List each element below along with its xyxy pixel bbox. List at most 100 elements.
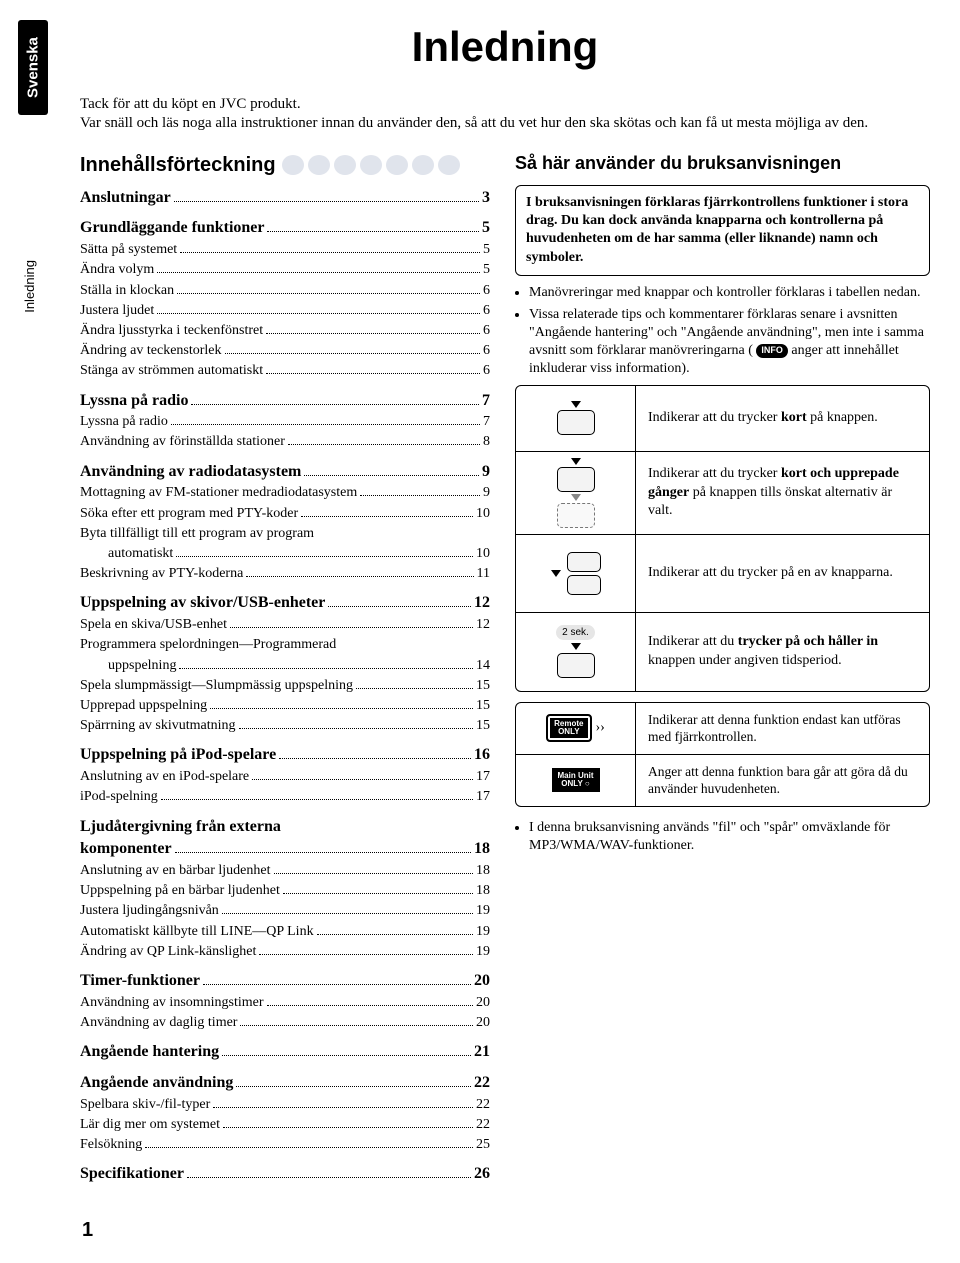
toc-entry: Ändring av QP Link-känslighet19 xyxy=(80,943,490,961)
toc-heading-text: Innehållsförteckning xyxy=(80,152,276,178)
toc-entry-label: Mottagning av FM-stationer medradiodatas… xyxy=(80,484,357,502)
toc-entry-label: Stänga av strömmen automatiskt xyxy=(80,362,263,380)
toc-entry-page: 6 xyxy=(483,302,490,320)
intro-text: Tack för att du köpt en JVC produkt. Var… xyxy=(80,95,930,134)
toc-entry: Användning av förinställda stationer8 xyxy=(80,433,490,451)
toc-entry-page: 11 xyxy=(477,565,490,583)
page-number: 1 xyxy=(82,1217,930,1243)
toc-entry: Timer-funktioner 20 xyxy=(80,971,490,992)
toc-entry: Angående hantering 21 xyxy=(80,1042,490,1063)
toc-entry-label: Lär dig mer om systemet xyxy=(80,1116,220,1134)
toc-leader-dots xyxy=(279,758,471,759)
footer-bullets: I denna bruksanvisning används "fil" och… xyxy=(529,819,930,855)
indicator-table: Indikerar att du trycker kort på knappen… xyxy=(515,385,930,692)
main-unit-only-icon: Main UnitONLY ○ xyxy=(516,755,636,806)
toc-entry: Användning av insomningstimer20 xyxy=(80,994,490,1012)
toc-entry-label: Spärrning av skivutmatning xyxy=(80,717,236,735)
toc-leader-dots xyxy=(288,444,480,445)
toc-entry-page: 5 xyxy=(482,218,490,239)
waves-icon: ›› xyxy=(596,719,605,737)
toc-entry: Lär dig mer om systemet22 xyxy=(80,1116,490,1134)
toc-entry: Angående användning 22 xyxy=(80,1073,490,1094)
toc-entry-label: iPod-spelning xyxy=(80,788,158,806)
toc-entry: Ändring av teckenstorlek6 xyxy=(80,342,490,360)
ind0a: Indikerar att du trycker xyxy=(648,410,781,425)
toc-entry-page: 6 xyxy=(483,322,490,340)
toc-leader-dots xyxy=(230,627,473,628)
toc-leader-dots xyxy=(203,984,471,985)
toc-leader-dots xyxy=(213,1107,473,1108)
toc-entry: Felsökning25 xyxy=(80,1136,490,1154)
usage-bullet-1: Manövreringar med knappar och kontroller… xyxy=(529,284,930,302)
toc-entry: Byta tillfälligt till ett program av pro… xyxy=(80,525,490,543)
toc-entry-label: Användning av daglig timer xyxy=(80,1014,237,1032)
toc-leader-dots xyxy=(301,516,473,517)
toc-list: Anslutningar 3Grundläggande funktioner 5… xyxy=(80,188,490,1186)
toc-leader-dots xyxy=(239,728,473,729)
toc-entry-label: Grundläggande funktioner xyxy=(80,218,264,239)
toc-entry: Programmera spelordningen—Programmerad xyxy=(80,636,490,654)
toc-entry: Användning av radiodatasystem 9 xyxy=(80,462,490,483)
toc-entry: Uppspelning på en bärbar ljudenhet18 xyxy=(80,882,490,900)
decorative-dots xyxy=(282,155,460,175)
toc-leader-dots xyxy=(161,799,473,800)
language-tab: Svenska xyxy=(18,20,48,115)
toc-entry-label: Spela en skiva/USB-enhet xyxy=(80,616,227,634)
toc-entry-page: 19 xyxy=(476,902,490,920)
footer-bullet-1: I denna bruksanvisning används "fil" och… xyxy=(529,819,930,855)
repeat-press-text: Indikerar att du trycker kort och upprep… xyxy=(636,452,929,534)
toc-entry: Uppspelning av skivor/USB-enheter 12 xyxy=(80,593,490,614)
toc-entry-label: Automatiskt källbyte till LINE—QP Link xyxy=(80,923,314,941)
toc-leader-dots xyxy=(225,353,480,354)
toc-entry-label: Upprepad uppspelning xyxy=(80,697,207,715)
toc-entry: iPod-spelning17 xyxy=(80,788,490,806)
toc-entry-label: Spela slumpmässigt—Slumpmässig uppspelni… xyxy=(80,677,353,695)
toc-entry-page: 21 xyxy=(474,1042,490,1063)
toc-leader-dots xyxy=(259,954,473,955)
toc-entry-label: automatiskt xyxy=(108,545,173,563)
toc-entry-label: Ljudåtergivning från externa xyxy=(80,817,281,838)
indicator-row-short-press: Indikerar att du trycker kort på knappen… xyxy=(516,386,929,452)
toc-entry-label: Söka efter ett program med PTY-koder xyxy=(80,505,298,523)
toc-entry: Ljudåtergivning från externa xyxy=(80,817,490,838)
toc-leader-dots xyxy=(176,556,473,557)
toc-leader-dots xyxy=(157,272,480,273)
intro-line-2: Var snäll och läs noga alla instruktione… xyxy=(80,115,868,131)
toc-entry-page: 15 xyxy=(476,677,490,695)
toc-entry-label: Användning av radiodatasystem xyxy=(80,462,301,483)
toc-entry-label: Angående hantering xyxy=(80,1042,219,1063)
toc-entry: Sätta på systemet5 xyxy=(80,241,490,259)
toc-leader-dots xyxy=(145,1147,473,1148)
toc-entry: Justera ljudingångsnivån 19 xyxy=(80,902,490,920)
short-press-icon xyxy=(516,386,636,451)
toc-entry: Anslutning av en iPod-spelare17 xyxy=(80,768,490,786)
toc-entry: Ändra volym5 xyxy=(80,261,490,279)
toc-entry: Automatiskt källbyte till LINE—QP Link19 xyxy=(80,923,490,941)
toc-entry: Lyssna på radio 7 xyxy=(80,391,490,412)
remote-only-icon: RemoteONLY ›› xyxy=(516,703,636,754)
toc-entry: Beskrivning av PTY-koderna 11 xyxy=(80,565,490,583)
toc-entry: Söka efter ett program med PTY-koder10 xyxy=(80,505,490,523)
toc-entry-page: 22 xyxy=(474,1073,490,1094)
toc-column: Innehållsförteckning Anslutningar 3Grund… xyxy=(80,152,490,1188)
toc-entry: Ändra ljusstyrka i teckenfönstret6 xyxy=(80,322,490,340)
toc-entry-label: komponenter xyxy=(80,839,172,860)
intro-line-1: Tack för att du köpt en JVC produkt. xyxy=(80,96,301,112)
toc-entry-label: Ändring av QP Link-känslighet xyxy=(80,943,256,961)
toc-entry-label: Spelbara skiv-/fil-typer xyxy=(80,1096,210,1114)
toc-entry-page: 6 xyxy=(483,282,490,300)
toc-leader-dots xyxy=(356,688,473,689)
toc-entry: Användning av daglig timer20 xyxy=(80,1014,490,1032)
usage-intro-text: I bruksanvisningen förklaras fjärrkontro… xyxy=(526,195,908,265)
toc-entry-label: Beskrivning av PTY-koderna xyxy=(80,565,243,583)
toc-entry-page: 22 xyxy=(476,1096,490,1114)
hold-duration-label: 2 sek. xyxy=(556,625,595,640)
toc-entry: Grundläggande funktioner 5 xyxy=(80,218,490,239)
ind3a: Indikerar att du xyxy=(648,634,738,649)
toc-entry-page: 14 xyxy=(476,657,490,675)
toc-leader-dots xyxy=(180,252,480,253)
toc-entry-page: 18 xyxy=(474,839,490,860)
toc-heading: Innehållsförteckning xyxy=(80,152,490,178)
toc-entry-label: Justera ljudingångsnivån xyxy=(80,902,219,920)
only-table: RemoteONLY ›› Indikerar att denna funkti… xyxy=(515,702,930,807)
